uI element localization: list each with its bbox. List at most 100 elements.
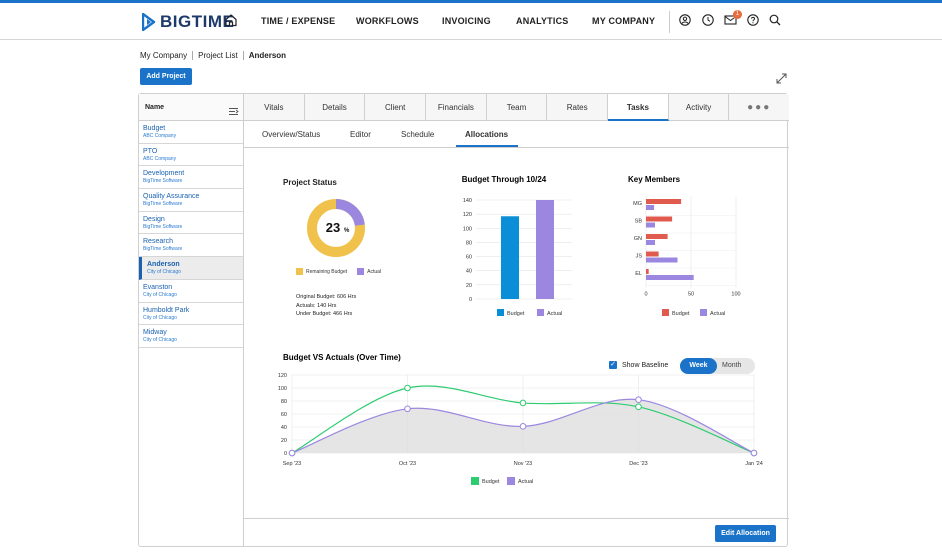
- show-baseline-checkbox[interactable]: ✓: [609, 361, 617, 369]
- subtab-editor[interactable]: Editor: [350, 130, 371, 139]
- sidebar-item-research[interactable]: Research BigTime Software: [139, 234, 243, 258]
- project-status-legend: Remaining Budget Actual: [296, 268, 381, 275]
- line-legend-budget: Budget: [482, 479, 500, 485]
- add-project-button[interactable]: Add Project: [140, 68, 192, 85]
- sidebar-item-name: Research: [143, 238, 173, 246]
- search-icon[interactable]: [769, 13, 781, 31]
- bar-y-tick: 80: [466, 240, 472, 246]
- project-status-donut: 23 %: [307, 199, 365, 257]
- show-baseline-toggle[interactable]: ✓ Show Baseline: [609, 361, 668, 369]
- logo[interactable]: BIGTIME: [142, 12, 234, 32]
- edit-allocation-button[interactable]: Edit Allocation: [715, 525, 776, 542]
- tab-rates[interactable]: Rates: [547, 94, 609, 121]
- subtab-schedule[interactable]: Schedule: [401, 130, 435, 139]
- sidebar-item-client: ABC Company: [143, 155, 177, 162]
- bar-budget: [501, 216, 519, 299]
- bar-y-tick: 20: [466, 283, 472, 289]
- clock-icon[interactable]: [702, 13, 714, 31]
- nav-my-company[interactable]: MY COMPANY: [592, 16, 656, 26]
- user-icon[interactable]: [679, 13, 691, 31]
- member-bar-actual: [646, 205, 655, 210]
- line-legend-swatch-budget: [471, 477, 479, 485]
- sidebar-item-client: City of Chicago: [147, 269, 181, 276]
- sidebar-item-anderson[interactable]: Anderson City of Chicago: [139, 257, 243, 280]
- sidebar-item-pto[interactable]: PTO ABC Company: [139, 144, 243, 167]
- breadcrumb-my-company[interactable]: My Company: [140, 51, 188, 60]
- sidebar-header-label: Name: [145, 104, 165, 111]
- key-members-title: Key Members: [628, 175, 681, 184]
- sidebar-item-quality-assurance[interactable]: Quality Assurance BigTime Software: [139, 189, 243, 212]
- bar-y-tick: 100: [463, 226, 472, 232]
- sidebar-item-name: Budget: [143, 125, 166, 132]
- sidebar-item-name: Development: [143, 170, 185, 178]
- subtab-overview-status[interactable]: Overview/Status: [262, 130, 321, 139]
- show-baseline-label: Show Baseline: [622, 361, 669, 369]
- members-x-tick: 0: [644, 292, 647, 298]
- sidebar-item-humboldt-park[interactable]: Humboldt Park City of Chicago: [139, 303, 243, 326]
- sidebar-item-evanston[interactable]: Evanston City of Chicago: [139, 280, 243, 303]
- week-month-toggle[interactable]: Week Month: [680, 358, 755, 374]
- tab-details[interactable]: Details: [304, 94, 366, 121]
- home-icon[interactable]: [224, 13, 238, 32]
- sidebar-item-client: City of Chicago: [143, 314, 177, 321]
- donut-percent: 23: [326, 220, 340, 235]
- line-x-tick: Sep '23: [283, 461, 301, 467]
- member-bar-budget: [646, 269, 649, 274]
- line-chart-title: Budget VS Actuals (Over Time): [283, 353, 401, 362]
- line-legend-swatch-actual: [507, 477, 515, 485]
- member-bar-actual: [646, 257, 678, 263]
- sidebar-item-design[interactable]: Design BigTime Software: [139, 212, 243, 235]
- tab-tasks[interactable]: Tasks: [608, 94, 669, 121]
- member-bar-actual: [646, 275, 694, 280]
- sidebar-item-client: BigTime Software: [143, 178, 183, 185]
- donut-actual-slice: [307, 199, 365, 257]
- bar-y-tick: 120: [463, 212, 472, 218]
- nav-workflows[interactable]: WORKFLOWS: [356, 16, 419, 26]
- tab-more[interactable]: ●●●: [729, 94, 790, 121]
- original-budget-text: Original Budget: 606 Hrs: [296, 294, 357, 300]
- subtab-allocations[interactable]: Allocations: [465, 130, 509, 139]
- tab-vitals[interactable]: Vitals: [244, 94, 305, 121]
- tab-bar: Vitals Details Client Financials Team Rates Ta…: [244, 94, 790, 121]
- sidebar-header: Name: [139, 94, 243, 121]
- line-y-tick: 60: [281, 412, 287, 418]
- week-toggle-button[interactable]: Week: [680, 358, 717, 374]
- members-legend-budget: Budget: [672, 311, 690, 317]
- sidebar-item-development[interactable]: Development BigTime Software: [139, 166, 243, 190]
- sidebar-item-client: BigTime Software: [143, 201, 183, 208]
- nav-invoicing[interactable]: INVOICING: [442, 16, 491, 26]
- filter-icon[interactable]: [229, 103, 239, 121]
- bar-legend-actual: Actual: [547, 311, 562, 317]
- nav-time-expense[interactable]: TIME / EXPENSE: [261, 16, 336, 26]
- member-label: EL: [635, 271, 642, 277]
- bar-y-tick: 60: [466, 255, 472, 261]
- sidebar-item-name: Design: [143, 215, 165, 223]
- notification-badge: 1: [733, 10, 742, 19]
- tab-team[interactable]: Team: [486, 94, 548, 121]
- budget-through-chart: Budget Through 10/24 0 20 40 60 80 100 120 140 Bu…: [462, 175, 572, 317]
- point-budget: [519, 399, 527, 407]
- member-bar-budget: [646, 251, 659, 257]
- bar-y-tick: 0: [469, 297, 472, 303]
- help-icon[interactable]: [747, 13, 759, 31]
- tab-financials[interactable]: Financials: [426, 94, 487, 121]
- tab-client[interactable]: Client: [365, 94, 427, 121]
- member-bar-budget: [646, 234, 668, 239]
- sidebar-item-midway[interactable]: Midway City of Chicago: [139, 325, 243, 348]
- member-bar-actual: [646, 222, 655, 228]
- sidebar-item-client: BigTime Software: [143, 246, 183, 253]
- actuals-text: Actuals: 140 Hrs: [296, 302, 337, 309]
- breadcrumb-project-list[interactable]: Project List: [192, 51, 243, 60]
- nav-analytics[interactable]: ANALYTICS: [516, 16, 569, 26]
- expand-icon[interactable]: [776, 71, 787, 89]
- member-label: GN: [634, 236, 642, 242]
- project-status-title: Project Status: [283, 178, 337, 187]
- sidebar-item-budget[interactable]: Budget ABC Company: [139, 121, 243, 144]
- sidebar-item-name: Humboldt Park: [143, 306, 190, 314]
- legend-remaining-budget: Remaining Budget: [296, 268, 347, 275]
- month-toggle-button[interactable]: Month: [722, 362, 742, 369]
- sidebar-item-client: City of Chicago: [143, 337, 177, 344]
- sidebar-item-name: Evanston: [143, 283, 173, 291]
- sidebar-item-name: Quality Assurance: [143, 193, 200, 201]
- tab-activity[interactable]: Activity: [668, 94, 730, 121]
